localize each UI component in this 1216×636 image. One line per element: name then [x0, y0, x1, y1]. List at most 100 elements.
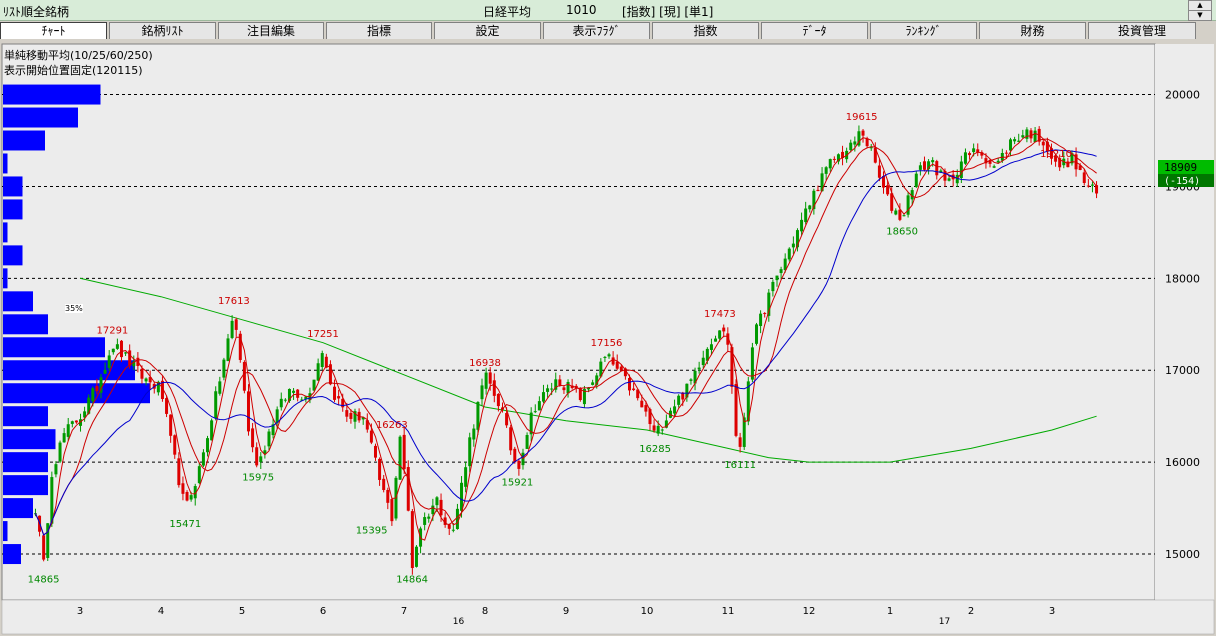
candle-body: [177, 458, 181, 486]
candle-body: [455, 508, 459, 530]
candle-body: [226, 338, 230, 362]
candle-body: [898, 209, 902, 220]
candle-body: [894, 210, 898, 215]
current-price-box: [1158, 160, 1214, 174]
tab-ranking[interactable]: ﾗﾝｷﾝｸﾞ: [870, 22, 977, 39]
y-tick-label: 15000: [1165, 548, 1200, 561]
y-tick-label: 18000: [1165, 272, 1200, 285]
y-tick-label: 20000: [1165, 89, 1200, 102]
candle-body: [402, 434, 406, 470]
candle-body: [333, 386, 337, 400]
candle-body: [697, 367, 701, 370]
low-label: 16285: [639, 444, 671, 455]
high-label: 19615: [846, 112, 878, 123]
candle-body: [492, 380, 496, 396]
candle-body: [836, 154, 840, 162]
candle-body: [165, 398, 169, 414]
candle-body: [193, 486, 197, 499]
candle-body: [660, 429, 664, 431]
tab-stock-list[interactable]: 銘柄ﾘｽﾄ: [109, 22, 216, 39]
candle-body: [197, 466, 201, 484]
tab-display-flags[interactable]: 表示ﾌﾗｸﾞ: [543, 22, 650, 39]
ma-line-ma250: [79, 277, 1097, 463]
volume-profile-peak-label: 35%: [65, 304, 83, 313]
tab-data[interactable]: ﾃﾞｰﾀ: [761, 22, 868, 39]
volume-profile-bar: [3, 84, 101, 105]
candle-body: [775, 275, 779, 281]
candle-body: [435, 497, 439, 506]
price-chart[interactable]: 14865 17291 15471 17613 15975 17251 16263 15395…: [0, 42, 1216, 636]
candle-body: [1082, 172, 1086, 183]
candle-body: [533, 411, 537, 413]
tab-chart[interactable]: ﾁｬｰﾄ: [0, 22, 107, 39]
candle-body: [169, 414, 173, 436]
chart-canvas[interactable]: 1486517291154711761315975172511626315395…: [0, 42, 1216, 636]
candle-body: [79, 419, 83, 426]
candle-body: [1078, 165, 1082, 170]
candle-body: [730, 347, 734, 387]
x-tick-label: 12: [803, 606, 816, 617]
high-label: 17291: [96, 326, 128, 337]
candle-body: [890, 193, 894, 211]
candle-body: [464, 467, 468, 487]
tab-settings[interactable]: 設定: [434, 22, 541, 39]
candle-body: [595, 375, 599, 385]
candle-body: [644, 405, 648, 412]
tab-index[interactable]: 指数: [652, 22, 759, 39]
fixed-position-label: 表示開始位置固定(120115): [4, 63, 143, 77]
x-tick-label: 7: [401, 606, 407, 617]
candle-body: [66, 424, 70, 437]
candle-body: [935, 161, 939, 176]
tab-indicators[interactable]: 指標: [326, 22, 432, 39]
candle-body: [554, 379, 558, 390]
volume-profile-bar: [3, 337, 105, 358]
candle-body: [939, 170, 943, 173]
low-label: 15975: [242, 472, 274, 483]
volume-profile-bar: [3, 130, 45, 151]
ma250-line: [79, 277, 1097, 463]
candle-body: [345, 410, 349, 417]
tab-investment-management[interactable]: 投資管理: [1088, 22, 1196, 39]
candle-body: [50, 477, 54, 524]
price-change: (-154): [1164, 176, 1200, 187]
x-tick-label: 9: [563, 606, 569, 617]
candle-body: [582, 389, 586, 405]
candle-body: [132, 361, 136, 367]
scroll-down-icon[interactable]: ▼: [1188, 10, 1212, 21]
low-label: 15395: [356, 526, 388, 537]
candle-body: [283, 399, 287, 401]
candle-body: [382, 478, 386, 490]
candle-body: [447, 524, 451, 529]
candle-body: [242, 362, 246, 391]
candle-body: [353, 411, 357, 422]
candle-body: [1058, 158, 1062, 168]
low-label: 15471: [169, 519, 201, 530]
candle-body: [111, 348, 115, 353]
candle-body: [980, 152, 984, 156]
candle-body: [709, 344, 713, 350]
candle-body: [1025, 129, 1029, 139]
year-label: 16: [453, 617, 465, 627]
candle-body: [664, 420, 668, 428]
candle-body: [972, 148, 976, 153]
candle-body: [587, 387, 591, 390]
volume-profile-bar: [3, 314, 48, 335]
candle-body: [324, 356, 328, 368]
candle-body: [968, 153, 972, 156]
candle-body: [861, 130, 865, 136]
candle-body: [722, 327, 726, 332]
candle-body: [693, 370, 697, 384]
candle-body: [963, 152, 967, 164]
candle-body: [423, 517, 427, 525]
candle-body: [156, 381, 160, 393]
candle-body: [496, 393, 500, 407]
x-tick-label: 3: [1049, 606, 1055, 617]
candle-body: [873, 147, 877, 163]
tab-watch-edit[interactable]: 注目編集: [218, 22, 324, 39]
candle-body: [959, 161, 963, 179]
candle-body: [955, 174, 959, 184]
tab-financials[interactable]: 財務: [979, 22, 1086, 39]
candle-body: [537, 401, 541, 411]
candle-body: [828, 159, 832, 169]
candle-body: [578, 388, 582, 401]
